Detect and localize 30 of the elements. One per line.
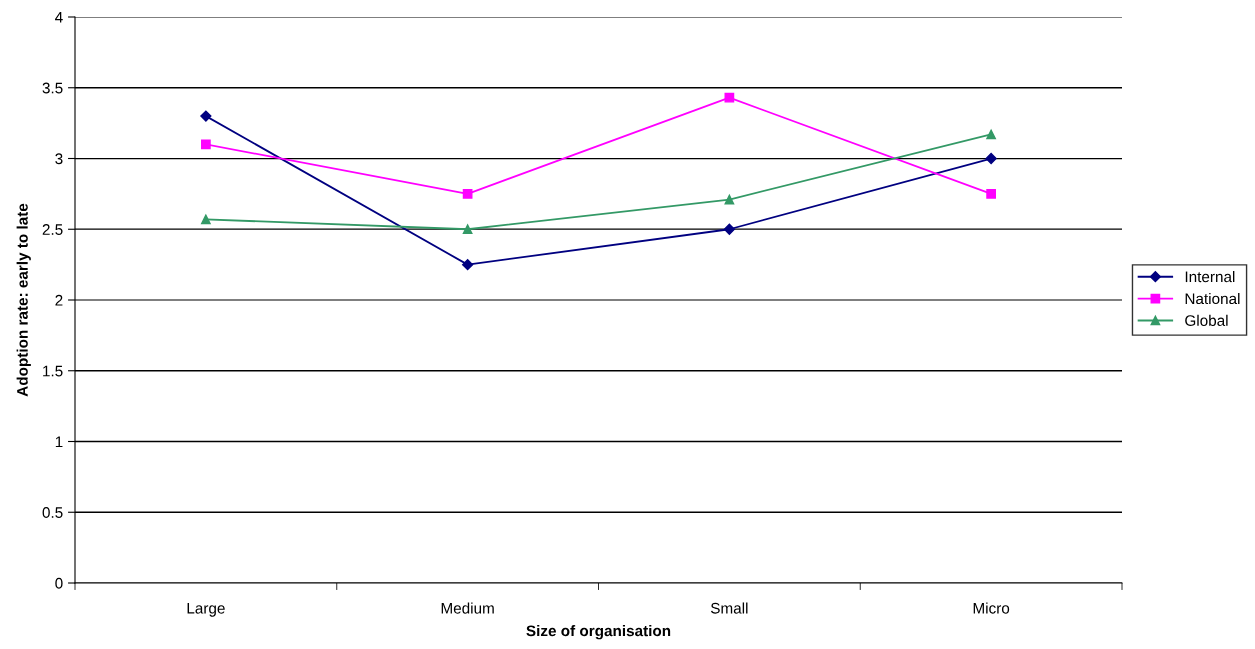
legend-label: National	[1185, 292, 1240, 305]
y-tick-label: 1.5	[43, 365, 63, 377]
point	[462, 259, 474, 271]
y-tick-label: 0.5	[42, 507, 63, 518]
point	[986, 189, 996, 199]
point	[985, 152, 997, 165]
legend-label: Global	[1185, 314, 1228, 326]
y-tick-label: 3	[55, 153, 63, 165]
point	[724, 194, 735, 205]
y-axis-title: Adoption rate: early to late	[16, 203, 31, 397]
x-tick-label: Medium	[441, 602, 494, 614]
point	[462, 189, 473, 199]
x-axis-title: Size of organisation	[526, 625, 671, 640]
y-tick-label: 4	[55, 12, 63, 23]
point	[201, 214, 211, 225]
point	[986, 129, 996, 140]
y-tick-label: 1	[55, 436, 63, 448]
point	[462, 224, 473, 235]
y-tick-label: 2.5	[42, 224, 63, 235]
point	[723, 223, 735, 235]
legend-label: Internal	[1185, 271, 1235, 283]
point	[201, 139, 211, 150]
x-tick-label: Small	[710, 602, 748, 614]
point	[724, 92, 735, 103]
x-tick-label: Large	[187, 603, 225, 617]
point	[200, 110, 212, 122]
y-tick-label: 0	[55, 577, 63, 589]
y-tick-label: 2	[55, 294, 63, 306]
x-tick-label: Micro	[973, 602, 1010, 614]
y-tick-label: 3.5	[42, 82, 63, 94]
